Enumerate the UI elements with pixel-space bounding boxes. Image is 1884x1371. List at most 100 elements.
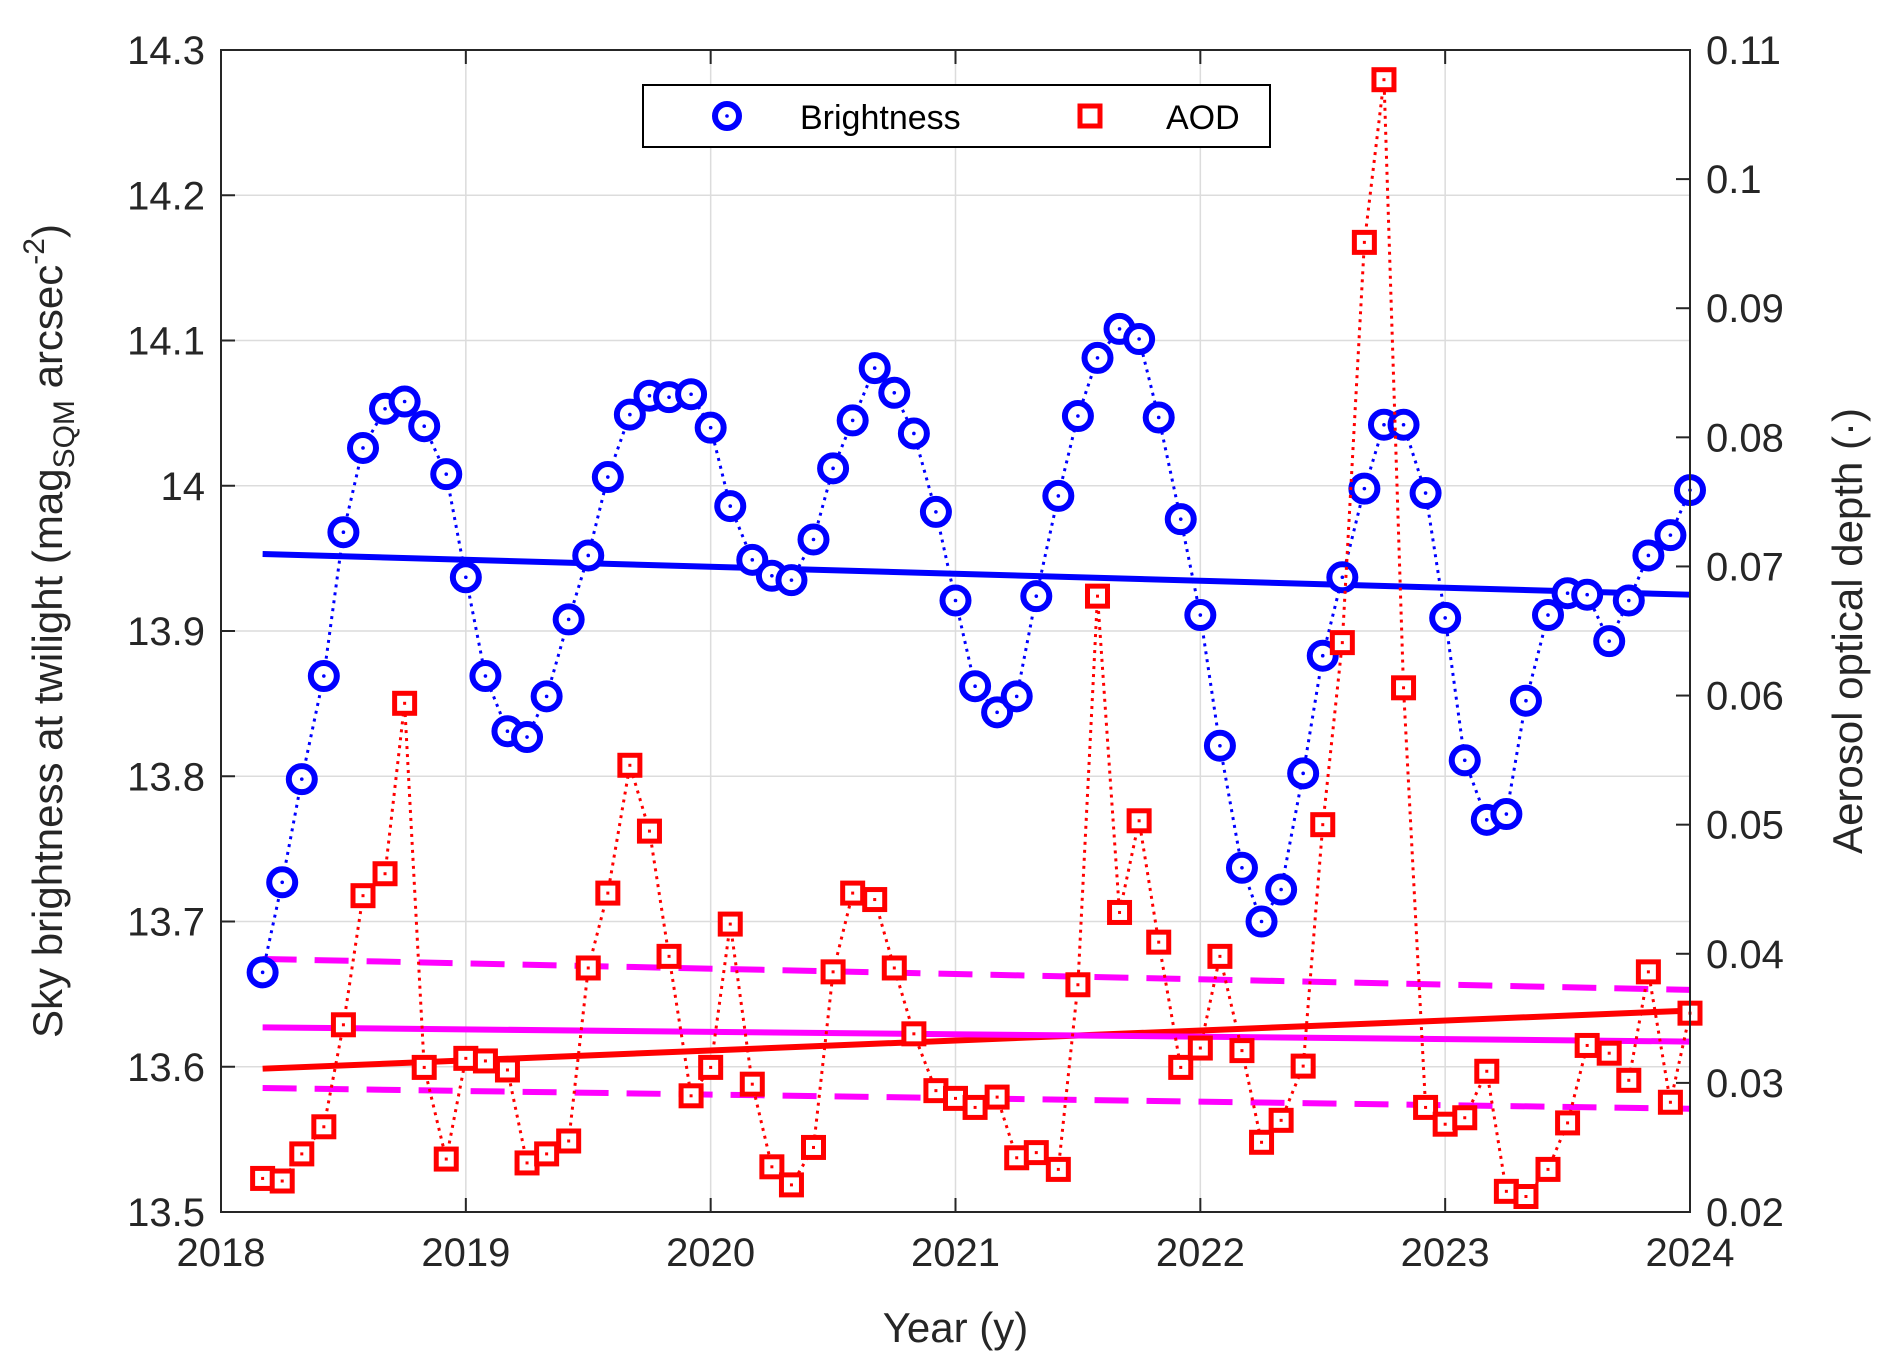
aod-point-center bbox=[1218, 954, 1222, 958]
y-tick-label-left: 13.7 bbox=[127, 901, 205, 945]
brightness-point-center bbox=[1546, 613, 1550, 617]
trend-line-aod-dashed bbox=[262, 1085, 1691, 1112]
aod-point-center bbox=[1424, 1105, 1428, 1109]
y-tick-label-right: 0.03 bbox=[1706, 1062, 1784, 1106]
brightness-point-center bbox=[586, 553, 591, 558]
y-tick-label-left: 14 bbox=[161, 465, 206, 509]
x-tick-label: 2018 bbox=[177, 1231, 266, 1275]
aod-point-center bbox=[667, 954, 671, 958]
aod-point-center bbox=[1076, 983, 1080, 987]
brightness-point-center bbox=[872, 366, 877, 370]
aod-point-center bbox=[545, 1152, 549, 1156]
aod-point-center bbox=[912, 1032, 916, 1036]
y-axis-left-title-unit: arcsec bbox=[24, 265, 71, 400]
aod-point-center bbox=[934, 1089, 938, 1093]
aod-point-center bbox=[280, 1179, 284, 1183]
aod-point-center bbox=[995, 1095, 999, 1099]
aod-point-center bbox=[322, 1125, 326, 1129]
brightness-point-center bbox=[483, 674, 488, 678]
aod-point-center bbox=[1402, 686, 1406, 690]
brightness-point-center bbox=[667, 395, 671, 399]
brightness-point-center bbox=[1137, 337, 1141, 341]
brightness-point-center bbox=[1056, 494, 1061, 498]
brightness-point-center bbox=[260, 970, 265, 975]
brightness-point-center bbox=[850, 418, 855, 423]
aod-point-center bbox=[873, 898, 877, 902]
aod-point-center bbox=[483, 1059, 487, 1063]
aod-point-center bbox=[1240, 1049, 1244, 1053]
aod-point-center bbox=[892, 966, 896, 970]
brightness-point-center bbox=[299, 777, 304, 781]
brightness-point-center bbox=[953, 598, 958, 603]
brightness-point-center bbox=[1320, 653, 1325, 658]
y-tick-label-right: 0.11 bbox=[1706, 29, 1781, 73]
brightness-point-center bbox=[1259, 919, 1264, 924]
aod-point-center bbox=[505, 1068, 509, 1072]
brightness-point-center bbox=[750, 558, 755, 562]
y-tick-label-right: 0.07 bbox=[1706, 545, 1784, 589]
brightness-point-center bbox=[628, 412, 632, 417]
aod-point-center bbox=[770, 1165, 774, 1169]
brightness-point-center bbox=[505, 729, 510, 734]
brightness-point-center bbox=[647, 393, 652, 398]
aod-point-center bbox=[1485, 1069, 1489, 1073]
aod-point-center bbox=[1524, 1195, 1528, 1199]
brightness-point-center bbox=[1626, 598, 1631, 603]
x-tick-label: 2024 bbox=[1646, 1231, 1735, 1275]
y-axis-right-title: Aerosol optical depth (·) bbox=[1824, 408, 1871, 854]
brightness-point-center bbox=[1340, 575, 1345, 580]
brightness-point-center bbox=[525, 735, 529, 739]
brightness-point-center bbox=[1423, 491, 1428, 495]
legend-brightness-label: Brightness bbox=[800, 99, 961, 137]
legend-brightness-marker-dot bbox=[725, 114, 729, 118]
trend-line-aod-solid bbox=[262, 1024, 1691, 1045]
y-axis-left-title-suffix: ) bbox=[24, 224, 71, 238]
aod-point-center bbox=[1015, 1156, 1019, 1160]
aod-point-center bbox=[1546, 1167, 1550, 1171]
aod-point-center bbox=[1096, 594, 1100, 598]
aod-point-center bbox=[728, 922, 732, 926]
y-tick-label-left: 14.2 bbox=[127, 174, 205, 218]
y-tick-label-right: 0.09 bbox=[1706, 287, 1784, 331]
y-tick-label-left: 13.9 bbox=[127, 610, 205, 654]
aod-point-center bbox=[1504, 1189, 1508, 1193]
brightness-point-center bbox=[422, 424, 427, 428]
brightness-point-center bbox=[770, 574, 774, 578]
brightness-point-center bbox=[1218, 743, 1222, 748]
aod-point-center bbox=[1321, 823, 1325, 827]
y-tick-label-right: 0.04 bbox=[1706, 933, 1784, 977]
brightness-point-center bbox=[1585, 592, 1589, 597]
aod-point-center bbox=[567, 1139, 571, 1143]
brightness-point-center bbox=[1014, 694, 1019, 699]
series bbox=[246, 67, 1706, 1210]
ticks: 2018 2019 2020 2021 2022 2023 2024 13.5 13.6 13.7… bbox=[127, 29, 1784, 1275]
brightness-point-center bbox=[464, 575, 468, 580]
y-axis-left-title-subscript: SQM bbox=[48, 400, 81, 468]
aod-point-center bbox=[851, 891, 855, 895]
brightness-point-center bbox=[1279, 887, 1283, 892]
aod-point-center bbox=[403, 701, 407, 705]
aod-point-center bbox=[1118, 910, 1122, 914]
aod-point-center bbox=[444, 1157, 448, 1161]
aod-point-center bbox=[1034, 1151, 1038, 1155]
brightness-point-center bbox=[1382, 422, 1386, 427]
y-tick-label-left: 13.8 bbox=[127, 755, 205, 799]
aod-point-center bbox=[606, 891, 610, 895]
y-tick-label-right: 0.05 bbox=[1706, 804, 1784, 848]
brightness-point-center bbox=[566, 617, 571, 622]
brightness-point-center bbox=[444, 472, 449, 476]
aod-point-center bbox=[525, 1161, 529, 1165]
brightness-point-center bbox=[1362, 486, 1367, 491]
brightness-point-center bbox=[1462, 758, 1467, 763]
trend-lines bbox=[262, 551, 1691, 1112]
x-tick-label: 2021 bbox=[911, 1231, 1000, 1275]
brightness-point-center bbox=[1565, 591, 1570, 596]
brightness-point-center bbox=[1095, 356, 1100, 360]
brightness-line bbox=[261, 326, 1692, 973]
brightness-point-center bbox=[1484, 818, 1489, 822]
aod-point-center bbox=[464, 1056, 468, 1060]
brightness-point-center bbox=[1504, 812, 1509, 816]
y-tick-label-left: 14.3 bbox=[127, 29, 205, 73]
aod-point-center bbox=[1340, 641, 1344, 645]
